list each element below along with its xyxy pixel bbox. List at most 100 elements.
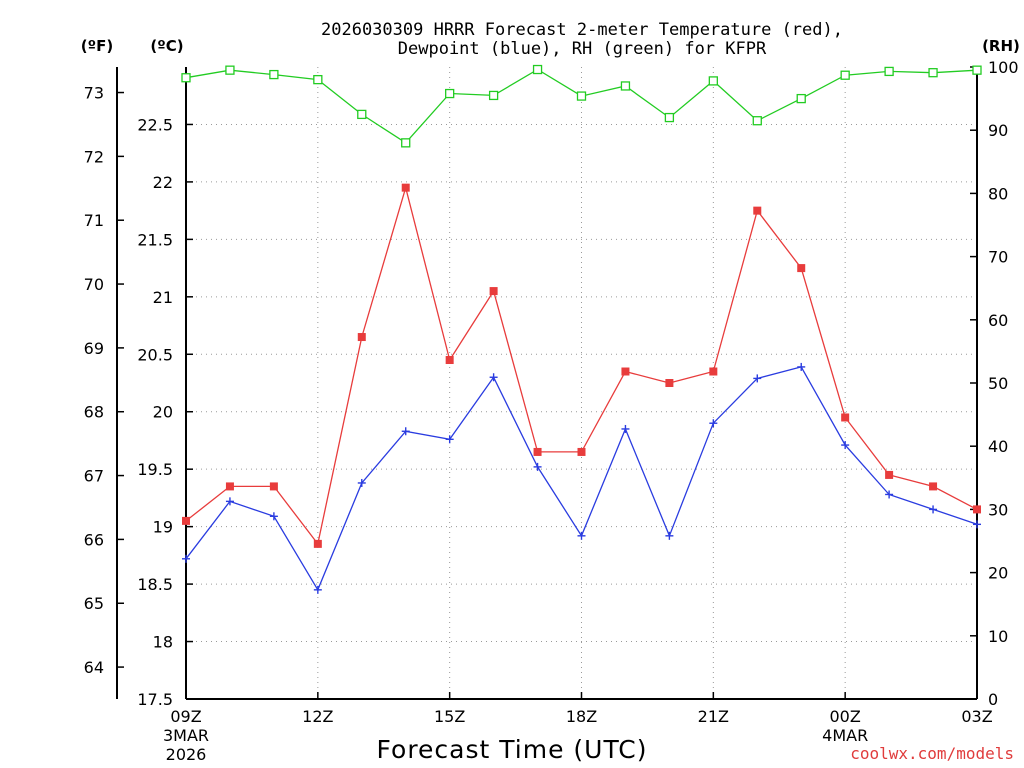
fahrenheit-tick-label: 73 xyxy=(84,84,104,103)
dewpoint-point xyxy=(313,585,322,594)
rh-tick-label: 100 xyxy=(988,58,1019,77)
dewpoint-point xyxy=(489,373,498,382)
rh-tick-label: 60 xyxy=(988,311,1008,330)
temperature-point xyxy=(709,367,718,376)
rh-axis-unit: (RH) xyxy=(982,37,1020,55)
fahrenheit-tick-label: 67 xyxy=(84,467,104,486)
celsius-tick-label: 22.5 xyxy=(137,115,173,134)
temperature-point xyxy=(401,183,410,192)
chart-title-line1: 2026030309 HRRR Forecast 2-meter Tempera… xyxy=(321,20,843,40)
data-series xyxy=(181,64,982,594)
temperature-point xyxy=(797,264,806,273)
celsius-tick-label: 19 xyxy=(153,518,173,537)
rh-tick-label: 70 xyxy=(988,248,1008,267)
celsius-tick-label: 22 xyxy=(153,173,173,192)
celsius-tick-label: 20.5 xyxy=(137,345,173,364)
temperature-point xyxy=(621,367,630,376)
dewpoint-point xyxy=(885,490,894,499)
fahrenheit-tick-label: 71 xyxy=(84,211,104,230)
rh-point xyxy=(708,76,718,86)
rh-point xyxy=(225,65,235,75)
x-tick-label: 21Z xyxy=(698,707,729,726)
x-tick-label: 00Z xyxy=(830,707,861,726)
temperature-point xyxy=(665,379,674,387)
x-tick-date: 3MAR xyxy=(163,726,209,745)
x-tick-label: 03Z xyxy=(961,707,992,726)
rh-point xyxy=(181,73,191,83)
temperature-point xyxy=(753,206,762,215)
temperature-point xyxy=(841,413,850,422)
rh-tick-label: 30 xyxy=(988,500,1008,519)
fahrenheit-axis-unit: (ºF) xyxy=(81,37,113,55)
celsius-tick-label: 17.5 xyxy=(137,690,173,709)
chart-title-line2: Dewpoint (blue), RH (green) for KFPR xyxy=(398,39,767,59)
temperature-point xyxy=(929,482,938,491)
temperature-point xyxy=(445,356,454,365)
rh-point xyxy=(752,116,762,126)
dewpoint-point xyxy=(797,362,806,371)
temperature-point xyxy=(577,447,586,456)
dewpoint-point xyxy=(533,462,542,471)
dewpoint-point xyxy=(929,505,938,514)
celsius-tick-label: 20 xyxy=(153,403,173,422)
celsius-tick-label: 18 xyxy=(153,633,173,652)
rh-point xyxy=(972,65,982,75)
rh-point xyxy=(445,88,455,99)
series-dewpoint xyxy=(182,362,981,594)
series-temperature xyxy=(182,183,981,548)
dewpoint-point xyxy=(621,424,630,433)
dewpoint-point xyxy=(709,419,718,428)
rh-tick-label: 10 xyxy=(988,627,1008,646)
dewpoint-point xyxy=(445,435,454,444)
rh-point xyxy=(488,90,499,101)
rh-point xyxy=(884,66,894,77)
rh-tick-label: 90 xyxy=(988,121,1008,140)
grid-lines xyxy=(185,67,978,700)
rh-point xyxy=(576,91,587,101)
fahrenheit-tick-label: 70 xyxy=(84,275,104,294)
rh-point xyxy=(313,74,323,85)
celsius-tick-label: 19.5 xyxy=(137,460,173,479)
rh-point xyxy=(269,69,279,80)
temperature-point xyxy=(885,470,894,479)
x-tick-year: 2026 xyxy=(166,745,207,764)
fahrenheit-tick-label: 66 xyxy=(84,530,104,549)
dewpoint-point xyxy=(753,374,762,383)
celsius-axis-unit: (ºC) xyxy=(150,37,183,55)
fahrenheit-tick-label: 65 xyxy=(84,594,104,613)
x-tick-date: 4MAR xyxy=(822,726,868,745)
fahrenheit-tick-label: 72 xyxy=(84,147,104,166)
dewpoint-point xyxy=(269,512,278,521)
dewpoint-point xyxy=(577,531,586,540)
dewpoint-line xyxy=(185,366,978,592)
rh-point xyxy=(796,93,806,104)
x-tick-label: 18Z xyxy=(566,707,597,726)
dewpoint-point xyxy=(841,441,850,450)
temperature-point xyxy=(357,333,366,342)
celsius-tick-label: 21.5 xyxy=(137,230,173,249)
rh-point xyxy=(532,64,543,75)
celsius-tick-label: 18.5 xyxy=(137,575,173,594)
temperature-point xyxy=(269,482,278,491)
rh-point xyxy=(620,81,631,91)
x-tick-label: 09Z xyxy=(170,707,201,726)
rh-point xyxy=(401,138,411,148)
x-tick-label: 12Z xyxy=(302,707,333,726)
dewpoint-point xyxy=(401,427,410,436)
celsius-tick-label: 21 xyxy=(153,288,173,307)
rh-tick-label: 50 xyxy=(988,374,1008,393)
temperature-point xyxy=(973,505,981,514)
temperature-line xyxy=(185,185,978,546)
rh-tick-label: 80 xyxy=(988,184,1008,203)
rh-tick-label: 0 xyxy=(988,690,998,709)
dewpoint-point xyxy=(182,554,190,563)
temperature-point xyxy=(313,539,322,548)
rh-tick-label: 20 xyxy=(988,564,1008,583)
temperature-point xyxy=(489,287,498,296)
axes: 17.5 18 18.5 19 19.5 20 20.5 21 21.5 22 22.5 64 65 66… xyxy=(84,58,1019,764)
temperature-point xyxy=(182,516,190,525)
dewpoint-point xyxy=(665,531,674,540)
fahrenheit-tick-label: 69 xyxy=(84,339,104,358)
temperature-point xyxy=(225,482,234,491)
